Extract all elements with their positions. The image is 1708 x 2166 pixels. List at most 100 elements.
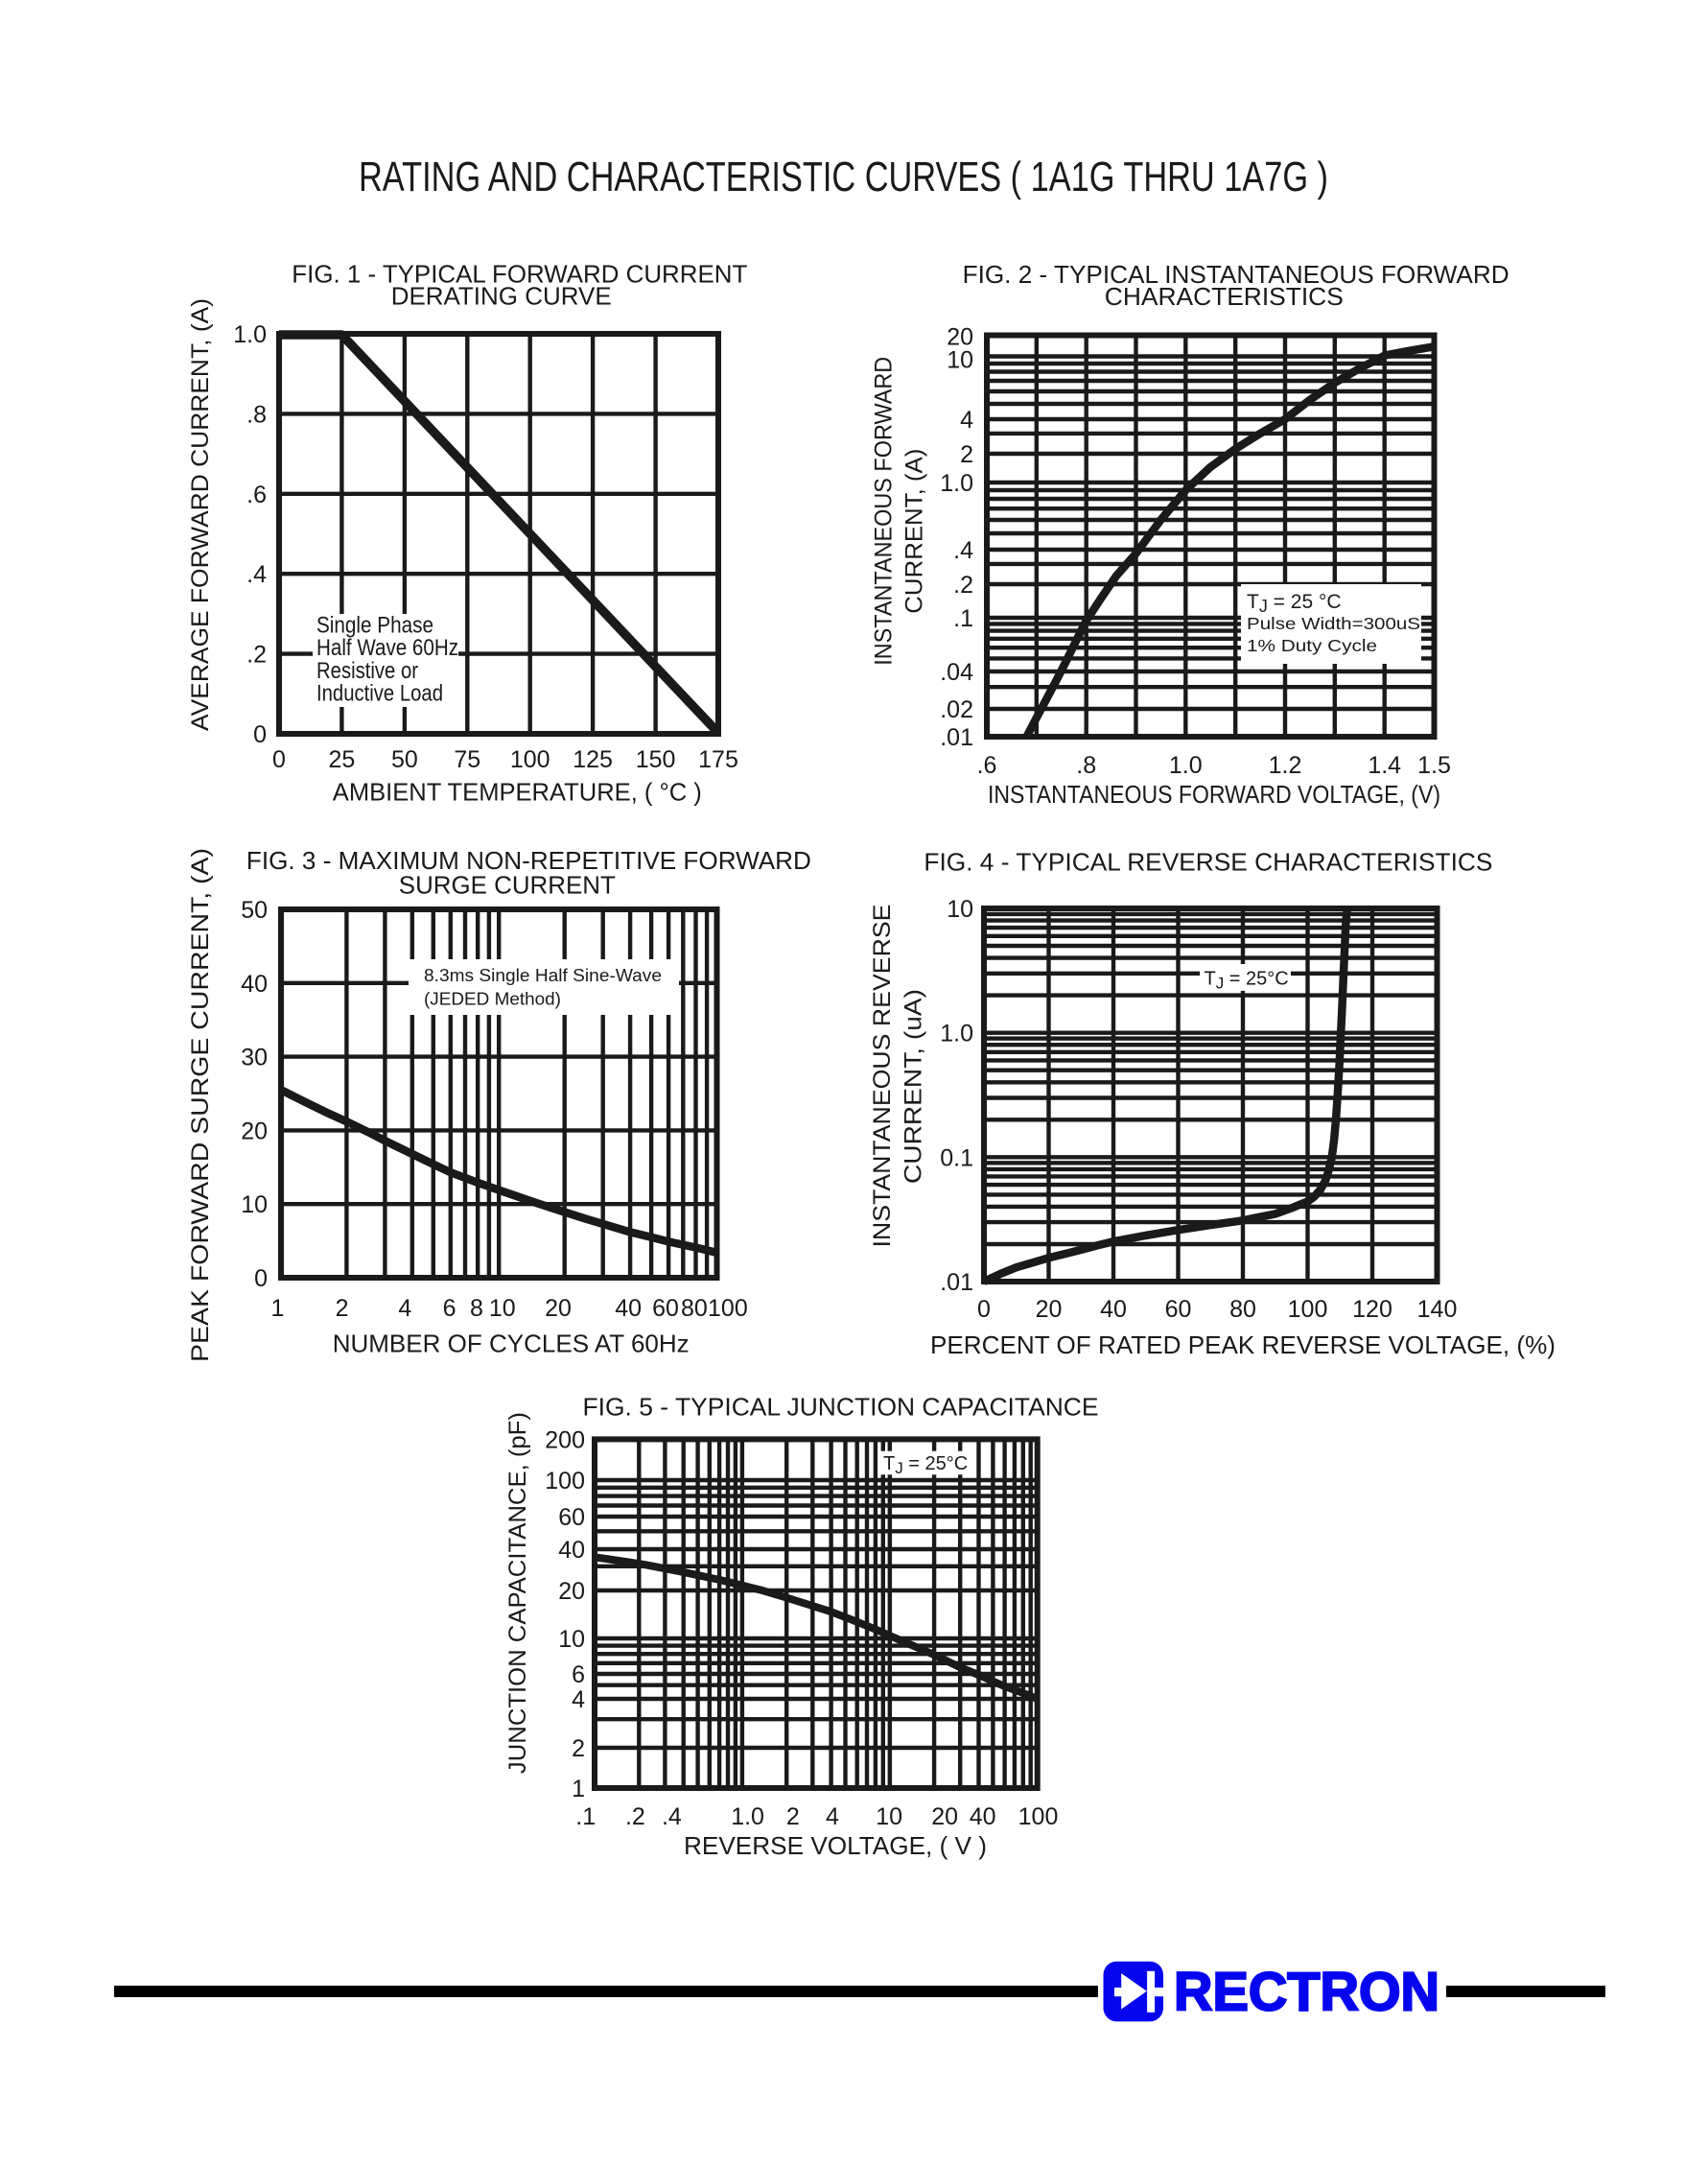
svg-text:0: 0 [272,746,286,773]
svg-text:.01: .01 [940,1269,973,1296]
svg-text:150: 150 [636,746,676,773]
svg-text:1.0: 1.0 [1169,752,1203,779]
svg-text:1: 1 [572,1776,585,1802]
svg-text:INSTANTANEOUS FORWARD: INSTANTANEOUS FORWARD [871,357,898,666]
svg-text:.4: .4 [246,561,267,588]
svg-text:40: 40 [970,1803,996,1830]
svg-text:REVERSE VOLTAGE, ( V ): REVERSE VOLTAGE, ( V ) [684,1831,987,1860]
svg-text:25: 25 [328,746,355,773]
svg-text:DERATING CURVE: DERATING CURVE [391,281,612,310]
svg-text:0.1: 0.1 [940,1144,973,1171]
svg-text:10: 10 [947,896,973,923]
svg-text:100: 100 [545,1468,585,1495]
svg-text:10: 10 [876,1803,902,1830]
svg-text:40: 40 [1100,1296,1127,1323]
svg-text:6: 6 [443,1295,456,1322]
svg-text:10: 10 [489,1295,516,1322]
svg-text:4: 4 [960,407,973,434]
svg-text:RECTRON: RECTRON [1174,1962,1439,2023]
svg-text:4: 4 [572,1686,585,1713]
svg-text:SURGE CURRENT: SURGE CURRENT [399,871,616,900]
svg-text:2: 2 [572,1735,585,1762]
svg-text:CURRENT, (A): CURRENT, (A) [901,449,928,614]
svg-text:1.0: 1.0 [731,1803,764,1830]
svg-text:.4: .4 [662,1803,682,1830]
svg-text:0: 0 [253,721,267,748]
svg-text:.02: .02 [940,696,973,723]
svg-text:1.0: 1.0 [940,470,973,497]
svg-text:20: 20 [558,1578,585,1605]
svg-text:1.5: 1.5 [1417,752,1451,779]
svg-text:50: 50 [241,897,268,924]
svg-text:60: 60 [1165,1296,1192,1323]
svg-text:Resistive or: Resistive or [316,658,418,684]
svg-text:100: 100 [708,1295,748,1322]
svg-text:Inductive Load: Inductive Load [316,680,443,706]
svg-text:125: 125 [573,746,613,773]
svg-text:TJ = 25°C: TJ = 25°C [1205,968,1289,992]
svg-text:.2: .2 [625,1803,645,1830]
svg-text:0: 0 [254,1265,268,1292]
svg-text:NUMBER OF CYCLES AT 60Hz: NUMBER OF CYCLES AT 60Hz [333,1330,690,1358]
svg-text:Single Phase: Single Phase [316,613,433,639]
svg-text:100: 100 [510,746,550,773]
svg-text:75: 75 [454,746,480,773]
svg-text:30: 30 [241,1045,268,1071]
svg-text:1.2: 1.2 [1269,752,1302,779]
svg-text:80: 80 [681,1295,708,1322]
svg-text:40: 40 [558,1537,585,1564]
svg-text:60: 60 [558,1504,585,1531]
svg-text:.2: .2 [953,572,973,599]
svg-text:2: 2 [336,1295,349,1322]
svg-text:.1: .1 [953,605,973,632]
svg-text:.2: .2 [246,642,267,669]
svg-text:8.3ms Single Half Sine-Wave: 8.3ms Single Half Sine-Wave [424,965,662,985]
svg-text:.1: .1 [575,1803,596,1830]
svg-text:8: 8 [470,1295,483,1322]
svg-text:AMBIENT TEMPERATURE, ( °C ): AMBIENT TEMPERATURE, ( °C ) [333,778,702,807]
svg-text:20: 20 [241,1118,268,1144]
svg-text:200: 200 [545,1426,585,1453]
svg-text:FIG. 3 - MAXIMUM NON-REPETITIV: FIG. 3 - MAXIMUM NON-REPETITIVE FORWARD [246,846,811,875]
svg-text:2: 2 [786,1803,800,1830]
svg-text:120: 120 [1352,1296,1392,1323]
svg-text:20: 20 [947,324,973,351]
svg-text:40: 40 [615,1295,642,1322]
svg-text:1% Duty Cycle: 1% Duty Cycle [1247,636,1377,655]
svg-text:1.0: 1.0 [233,321,267,348]
svg-text:CHARACTERISTICS: CHARACTERISTICS [1105,282,1344,311]
svg-text:FIG. 5 - TYPICAL JUNCTION CAPA: FIG. 5 - TYPICAL JUNCTION CAPACITANCE [583,1393,1099,1422]
svg-text:40: 40 [241,971,268,998]
svg-text:.04: .04 [940,659,973,686]
svg-text:INSTANTANEOUS FORWARD VOLTAGE,: INSTANTANEOUS FORWARD VOLTAGE, (V) [988,780,1440,809]
svg-text:4: 4 [398,1295,411,1322]
svg-text:JUNCTION CAPACITANCE, (pF): JUNCTION CAPACITANCE, (pF) [504,1412,531,1774]
svg-text:.6: .6 [246,482,267,508]
svg-text:Pulse Width=300uS: Pulse Width=300uS [1247,614,1420,633]
svg-text:100: 100 [1288,1296,1328,1323]
svg-text:1.4: 1.4 [1368,752,1401,779]
svg-text:175: 175 [698,746,738,773]
svg-text:1: 1 [270,1295,284,1322]
svg-text:6: 6 [572,1661,585,1688]
svg-text:.4: .4 [953,537,973,564]
svg-text:10: 10 [558,1626,585,1653]
svg-text:FIG. 2 - TYPICAL INSTANTANEOUS: FIG. 2 - TYPICAL INSTANTANEOUS FORWARD [963,260,1509,289]
svg-text:Half Wave 60Hz: Half Wave 60Hz [316,635,458,661]
svg-text:(JEDED Method): (JEDED Method) [424,989,561,1009]
svg-text:0: 0 [977,1296,991,1323]
svg-text:140: 140 [1417,1296,1458,1323]
svg-text:2: 2 [960,441,973,468]
svg-text:80: 80 [1229,1296,1256,1323]
svg-text:.8: .8 [246,401,267,428]
svg-text:10: 10 [241,1191,268,1218]
svg-text:50: 50 [391,746,418,773]
svg-text:FIG. 1 - TYPICAL FORWARD CURRE: FIG. 1 - TYPICAL FORWARD CURRENT [292,260,747,289]
svg-text:10: 10 [947,347,973,374]
svg-text:20: 20 [1036,1296,1063,1323]
svg-text:PERCENT OF RATED PEAK REVERSE: PERCENT OF RATED PEAK REVERSE VOLTAGE, (… [930,1330,1556,1359]
svg-text:1.0: 1.0 [940,1021,973,1048]
svg-text:RATING AND CHARACTERISTIC CURV: RATING AND CHARACTERISTIC CURVES ( 1A1G … [359,153,1328,200]
svg-text:60: 60 [652,1295,679,1322]
svg-text:AVERAGE FORWARD CURRENT, (A): AVERAGE FORWARD CURRENT, (A) [187,298,214,731]
